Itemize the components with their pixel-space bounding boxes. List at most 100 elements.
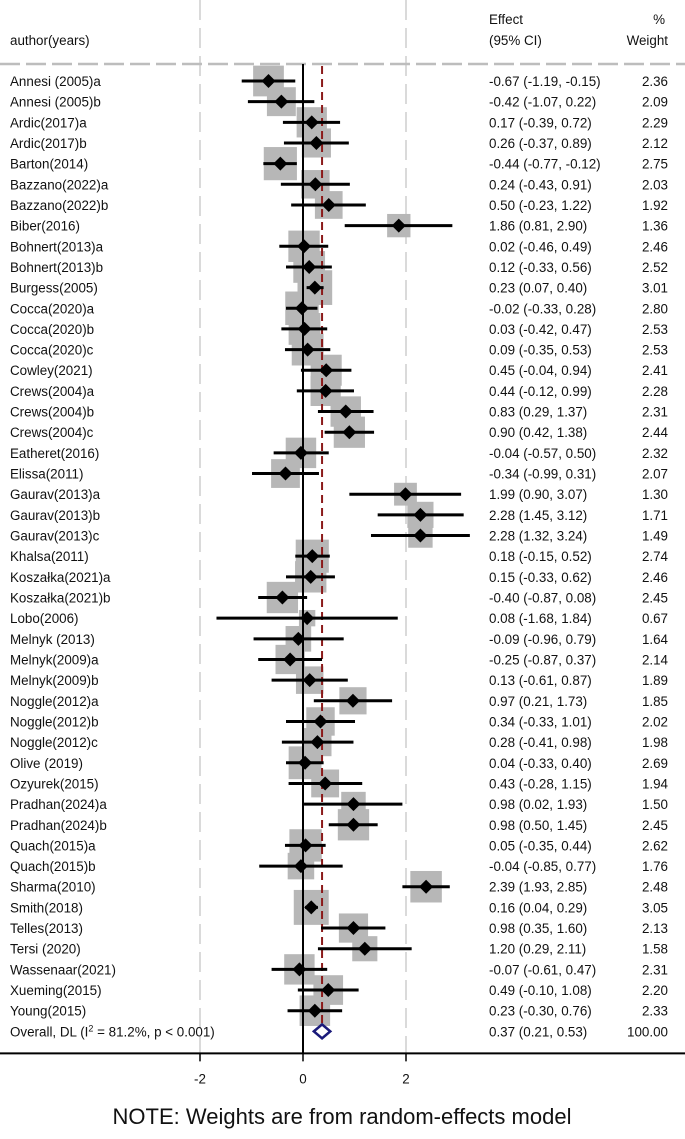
point-estimate	[283, 652, 298, 667]
study-weight: 2.36	[642, 74, 668, 89]
study-author: Quach(2015)a	[10, 838, 96, 853]
point-estimate	[303, 569, 318, 584]
study-weight: 2.69	[642, 756, 668, 771]
study-weight: 1.50	[642, 797, 668, 812]
study-weight: 2.03	[642, 177, 668, 192]
study-effect-ci: 0.97 (0.21, 1.73)	[489, 694, 587, 709]
study-author: Koszałka(2021)b	[10, 591, 111, 606]
header-ci: (95% CI)	[489, 33, 542, 48]
study-weight: 2.14	[642, 652, 669, 667]
study-author: Pradhan(2024)a	[10, 797, 107, 812]
study-weight: 2.53	[642, 343, 668, 358]
study-author: Wassenaar(2021)	[10, 962, 116, 977]
study-effect-ci: -0.07 (-0.61, 0.47)	[489, 962, 596, 977]
overall-row: Overall, DL (I2 = 81.2%, p < 0.001) 0.37 …	[10, 1022, 668, 1041]
point-estimate	[294, 301, 309, 316]
point-estimate	[293, 445, 308, 460]
header-weight: Weight	[627, 33, 669, 48]
study-effect-ci: 0.04 (-0.33, 0.40)	[489, 756, 592, 771]
study-effect-ci: -0.09 (-0.96, 0.79)	[489, 632, 596, 647]
point-estimate	[292, 962, 307, 977]
study-weight: 2.75	[642, 157, 668, 172]
overall-diamond	[311, 1022, 333, 1041]
point-estimate	[274, 94, 289, 109]
vertical-gridlines	[199, 0, 407, 1054]
point-estimate	[413, 528, 428, 543]
study-effect-ci: 0.23 (-0.30, 0.76)	[489, 1004, 592, 1019]
x-axis: -2 0 2	[0, 1052, 685, 1086]
x-tick-label: -2	[194, 1071, 206, 1086]
study-weight: 1.71	[642, 508, 668, 523]
study-effect-ci: 1.20 (0.29, 2.11)	[489, 942, 586, 957]
point-estimate	[321, 197, 336, 212]
point-estimate	[338, 404, 353, 419]
point-estimate	[300, 342, 315, 357]
study-effect-ci: -0.04 (-0.57, 0.50)	[489, 446, 596, 461]
study-weight: 2.31	[642, 405, 668, 420]
study-effect-ci: 2.28 (1.32, 3.24)	[489, 529, 587, 544]
study-weight: 2.29	[642, 115, 668, 130]
study-author: Ardic(2017)b	[10, 136, 87, 151]
study-author: Cocca(2020)a	[10, 301, 95, 316]
study-author: Biber(2016)	[10, 219, 80, 234]
study-effect-ci: 0.08 (-1.68, 1.84)	[489, 611, 592, 626]
study-weight: 2.48	[642, 880, 668, 895]
point-estimate	[302, 259, 317, 274]
study-weight: 2.46	[642, 570, 668, 585]
point-estimate	[298, 838, 313, 853]
point-estimate	[278, 466, 293, 481]
study-effect-ci: 0.03 (-0.42, 0.47)	[489, 322, 592, 337]
study-author: Annesi (2005)b	[10, 95, 101, 110]
point-estimate	[275, 590, 290, 605]
study-author: Bazzano(2022)b	[10, 198, 108, 213]
header-effect: Effect	[489, 12, 523, 27]
study-weight: 2.12	[642, 136, 668, 151]
study-author: Ozyurek(2015)	[10, 776, 99, 791]
study-author: Olive (2019)	[10, 756, 83, 771]
point-estimate	[304, 115, 319, 130]
study-author: Crews(2004)b	[10, 405, 94, 420]
study-effect-ci: 0.26 (-0.37, 0.89)	[489, 136, 592, 151]
study-author: Bazzano(2022)a	[10, 177, 109, 192]
point-estimate	[310, 735, 325, 750]
point-estimate	[297, 321, 312, 336]
study-effect-ci: -0.04 (-0.85, 0.77)	[489, 859, 596, 874]
study-author: Cowley(2021)	[10, 363, 93, 378]
study-author: Melnyk(2009)b	[10, 673, 99, 688]
study-effect-ci: -0.02 (-0.33, 0.28)	[489, 301, 596, 316]
point-estimate	[398, 487, 413, 502]
study-weight: 1.89	[642, 673, 668, 688]
study-weight: 3.05	[642, 900, 668, 915]
study-effect-ci: -0.42 (-1.07, 0.22)	[489, 95, 596, 110]
study-weight: 1.76	[642, 859, 668, 874]
point-estimate	[345, 693, 360, 708]
point-estimate	[419, 879, 434, 894]
study-author: Eatheret(2016)	[10, 446, 99, 461]
study-author: Ardic(2017)a	[10, 115, 87, 130]
study-effect-ci: -0.34 (-0.99, 0.31)	[489, 467, 596, 482]
study-effect-ci: 0.23 (0.07, 0.40)	[489, 281, 587, 296]
point-estimate	[273, 156, 288, 171]
study-weight: 1.92	[642, 198, 668, 213]
study-effect-ci: 0.43 (-0.28, 1.15)	[489, 776, 592, 791]
study-weight: 1.58	[642, 942, 668, 957]
overall-effect-ci: 0.37 (0.21, 0.53)	[489, 1024, 587, 1039]
study-weight: 2.74	[642, 549, 669, 564]
study-effect-ci: 2.39 (1.93, 2.85)	[489, 880, 587, 895]
study-weight: 1.98	[642, 735, 668, 750]
study-effect-ci: 0.09 (-0.35, 0.53)	[489, 343, 592, 358]
point-estimate	[302, 673, 317, 688]
study-author: Smith(2018)	[10, 900, 83, 915]
study-effect-ci: 0.83 (0.29, 1.37)	[489, 405, 587, 420]
study-effect-ci: 0.24 (-0.43, 0.91)	[489, 177, 592, 192]
study-weight: 2.09	[642, 95, 668, 110]
study-weight: 2.45	[642, 591, 668, 606]
study-author: Gaurav(2013)b	[10, 508, 100, 523]
study-weight: 2.33	[642, 1004, 668, 1019]
study-effect-ci: 0.98 (0.35, 1.60)	[489, 921, 587, 936]
study-effect-ci: 0.05 (-0.35, 0.44)	[489, 838, 592, 853]
study-author: Melnyk (2013)	[10, 632, 95, 647]
study-weight: 1.85	[642, 694, 668, 709]
study-author: Cocca(2020)c	[10, 343, 94, 358]
study-effect-ci: -0.67 (-1.19, -0.15)	[489, 74, 601, 89]
